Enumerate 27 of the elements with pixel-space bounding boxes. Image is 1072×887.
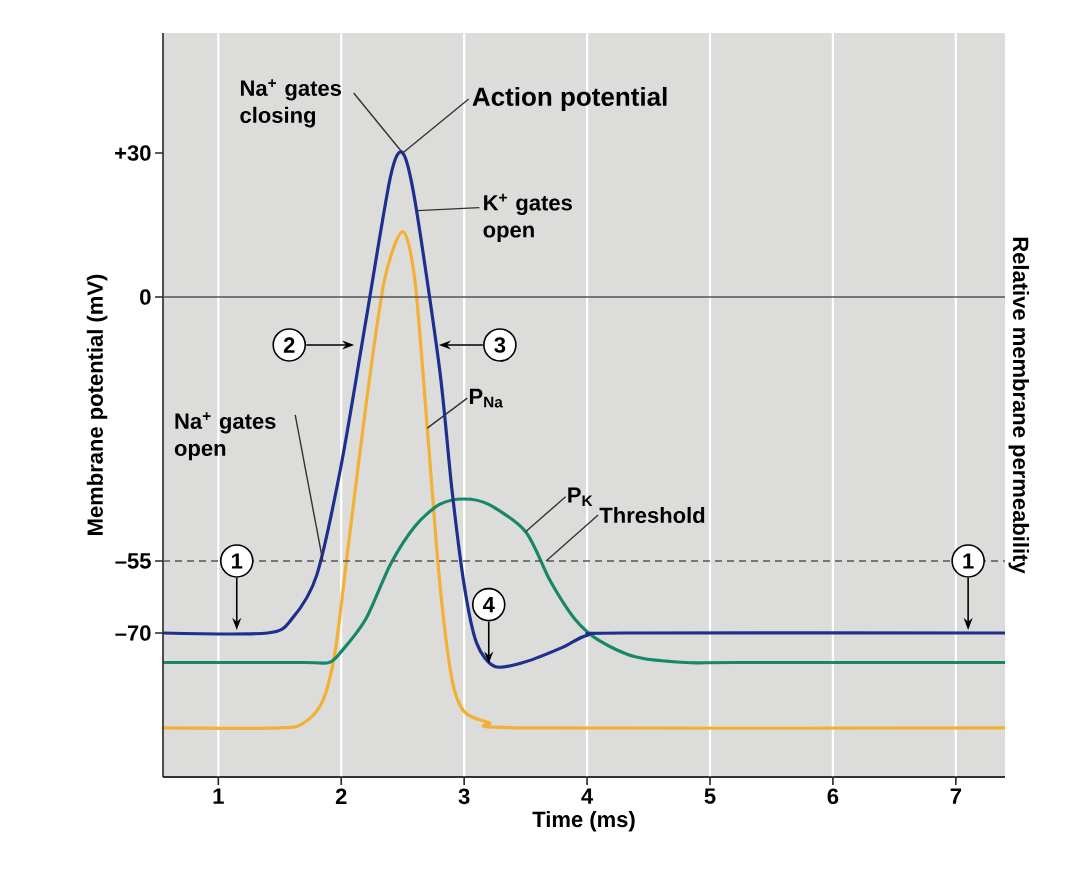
annotation: 2 bbox=[283, 337, 295, 353]
y-tick-label: –70 bbox=[115, 625, 151, 641]
x-tick-label: 7 bbox=[950, 788, 961, 804]
y-tick-label: 0 bbox=[140, 289, 151, 305]
annotation: 1 bbox=[232, 553, 243, 569]
x-tick-label: 6 bbox=[827, 788, 839, 805]
y-tick-label: +30 bbox=[115, 145, 151, 161]
annotation: Na$^{+}$ gates closing bbox=[240, 79, 342, 128]
text: P$_{Na}$ bbox=[469, 388, 503, 408]
ref-line-label: Threshold bbox=[599, 506, 705, 524]
annotation: 4 bbox=[482, 597, 495, 613]
annotation: Action potential bbox=[472, 86, 667, 112]
x-tick-label: 2 bbox=[335, 788, 347, 804]
y-axis-title: Relative membrane permeability bbox=[1008, 237, 1030, 574]
annotation: 1 bbox=[963, 553, 974, 569]
x-tick-label: 3 bbox=[458, 788, 470, 805]
annotation: K$^{+}$ gates open bbox=[483, 193, 572, 242]
annotation: Na$^{+}$ gates open bbox=[174, 412, 276, 461]
line-series bbox=[161, 151, 1007, 669]
y-axis-title: Membrane potential (mV) bbox=[86, 274, 108, 535]
y-tick-label: –55 bbox=[115, 553, 151, 569]
annotation: 3 bbox=[494, 337, 506, 353]
x-axis-title: Time (ms) bbox=[532, 810, 635, 832]
x-tick-label: 5 bbox=[704, 788, 716, 804]
text: P$_{K}$ bbox=[568, 487, 593, 507]
x-tick-label: 4 bbox=[581, 788, 594, 804]
x-tick-label: 1 bbox=[213, 788, 224, 804]
